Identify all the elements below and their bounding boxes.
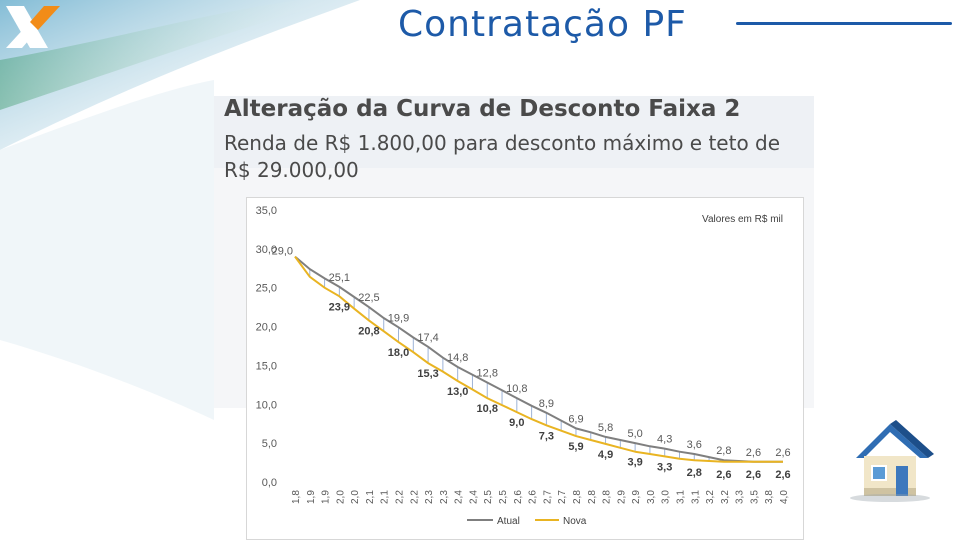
house-icon [850, 420, 934, 502]
x-tick-label: 2,2 [409, 490, 420, 504]
y-tick-label: 0,0 [262, 477, 277, 489]
chart-frame: 0,0 5,0 10,0 15,0 20,0 25,0 30,0 35,0 29,0 25,1 22… [246, 197, 804, 540]
y-tick-label: 15,0 [256, 360, 277, 372]
y-tick-label: 25,0 [256, 283, 277, 295]
x-tick-label: 3,1 [690, 490, 701, 504]
x-tick-label: 2,8 [587, 490, 598, 504]
data-label-atual: 22,5 [358, 292, 379, 304]
x-tick-label: 3,5 [749, 490, 760, 504]
data-label-nova: 5,9 [568, 441, 583, 453]
x-tick-label: 3,2 [720, 490, 731, 504]
x-tick-label: 1,8 [291, 490, 302, 504]
y-tick-label: 20,0 [256, 322, 277, 334]
x-tick-label: 2,4 [454, 490, 465, 504]
legend-label-nova: Nova [563, 516, 587, 527]
x-tick-label: 2,4 [468, 490, 479, 504]
data-label-atual: 25,1 [329, 272, 350, 284]
x-tick-label: 2,6 [513, 490, 524, 504]
y-tick-label: 5,0 [262, 438, 277, 450]
data-label-atual: 2,8 [716, 445, 731, 457]
data-label-nova: 23,9 [329, 301, 350, 313]
x-tick-label: 3,8 [764, 490, 775, 504]
x-tick-label: 2,0 [335, 490, 346, 504]
panel-subtitle: Renda de R$ 1.800,00 para desconto máxim… [224, 131, 781, 182]
data-label-nova: 9,0 [509, 417, 524, 429]
data-label-nova: 2,6 [775, 469, 790, 481]
x-tick-label: 2,2 [395, 490, 406, 504]
x-tick-label: 3,0 [646, 490, 657, 504]
x-tick-label: 2,7 [557, 490, 568, 504]
chart-unit-note: Valores em R$ mil [702, 214, 783, 225]
x-tick-label: 2,5 [498, 490, 509, 504]
x-tick-label: 2,1 [365, 490, 376, 504]
data-label-nova: 18,0 [388, 347, 409, 359]
data-label-atual: 2,6 [746, 447, 761, 459]
x-tick-label: 1,9 [306, 490, 317, 504]
data-label-nova: 7,3 [539, 430, 554, 442]
x-tick-label: 2,3 [424, 490, 435, 504]
data-label-nova: 2,8 [687, 467, 702, 479]
y-tick-label: 10,0 [256, 399, 277, 411]
data-label-atual: 17,4 [417, 332, 438, 344]
data-label-atual: 4,3 [657, 434, 672, 446]
discount-curve-chart: 0,0 5,0 10,0 15,0 20,0 25,0 30,0 35,0 29,0 25,1 22… [256, 205, 791, 527]
data-label-atual: 3,6 [687, 439, 702, 451]
x-tick-label: 3,1 [675, 490, 686, 504]
x-tick-label: 3,2 [705, 490, 716, 504]
data-label-nova: 4,9 [598, 449, 613, 461]
x-tick-label: 2,8 [602, 490, 613, 504]
data-label-atual: 2,6 [775, 447, 790, 459]
x-tick-label: 2,7 [542, 490, 553, 504]
x-tick-label: 2,5 [483, 490, 494, 504]
x-tick-label: 2,3 [439, 490, 450, 504]
data-label-nova: 13,0 [447, 386, 468, 398]
data-label-nova: 20,8 [358, 325, 379, 337]
data-label-atual: 8,9 [539, 398, 554, 410]
title-rule [736, 22, 952, 25]
data-label-nova: 15,3 [417, 368, 438, 380]
x-tick-label: 3,0 [661, 490, 672, 504]
data-label-atual: 6,9 [568, 413, 583, 425]
y-tick-label: 30,0 [256, 244, 277, 256]
data-label-nova: 10,8 [477, 403, 498, 415]
y-tick-label: 35,0 [256, 205, 277, 217]
x-tick-label: 3,3 [735, 490, 746, 504]
text-panel [214, 96, 814, 168]
x-tick-label: 2,6 [528, 490, 539, 504]
data-label-atual: 19,9 [388, 312, 409, 324]
slide-title: Contratação PF [398, 4, 687, 45]
x-tick-label: 2,9 [616, 490, 627, 504]
x-tick-label: 4,0 [779, 490, 790, 504]
x-tick-label: 2,9 [631, 490, 642, 504]
caixa-x-logo-icon [6, 6, 60, 48]
data-label-atual: 14,8 [447, 352, 468, 364]
data-label-atual: 12,8 [477, 368, 498, 380]
legend-label-atual: Atual [497, 516, 520, 527]
series-line-nova [294, 256, 783, 463]
panel-heading: Alteração da Curva de Desconto Faixa 2 [224, 96, 741, 122]
data-label-nova: 3,3 [657, 461, 672, 473]
data-label-atual: 5,8 [598, 422, 613, 434]
data-label-nova: 2,6 [716, 469, 731, 481]
data-label-atual: 10,8 [506, 383, 527, 395]
data-label-nova: 3,9 [627, 457, 642, 469]
data-label-atual: 5,0 [627, 428, 642, 440]
series-line-atual [294, 255, 783, 463]
x-tick-label: 2,0 [350, 490, 361, 504]
x-tick-label: 2,8 [572, 490, 583, 504]
x-tick-label: 2,1 [380, 490, 391, 504]
x-tick-label: 1,9 [321, 490, 332, 504]
data-label-nova: 2,6 [746, 469, 761, 481]
data-label-atual: 29,0 [272, 246, 293, 258]
